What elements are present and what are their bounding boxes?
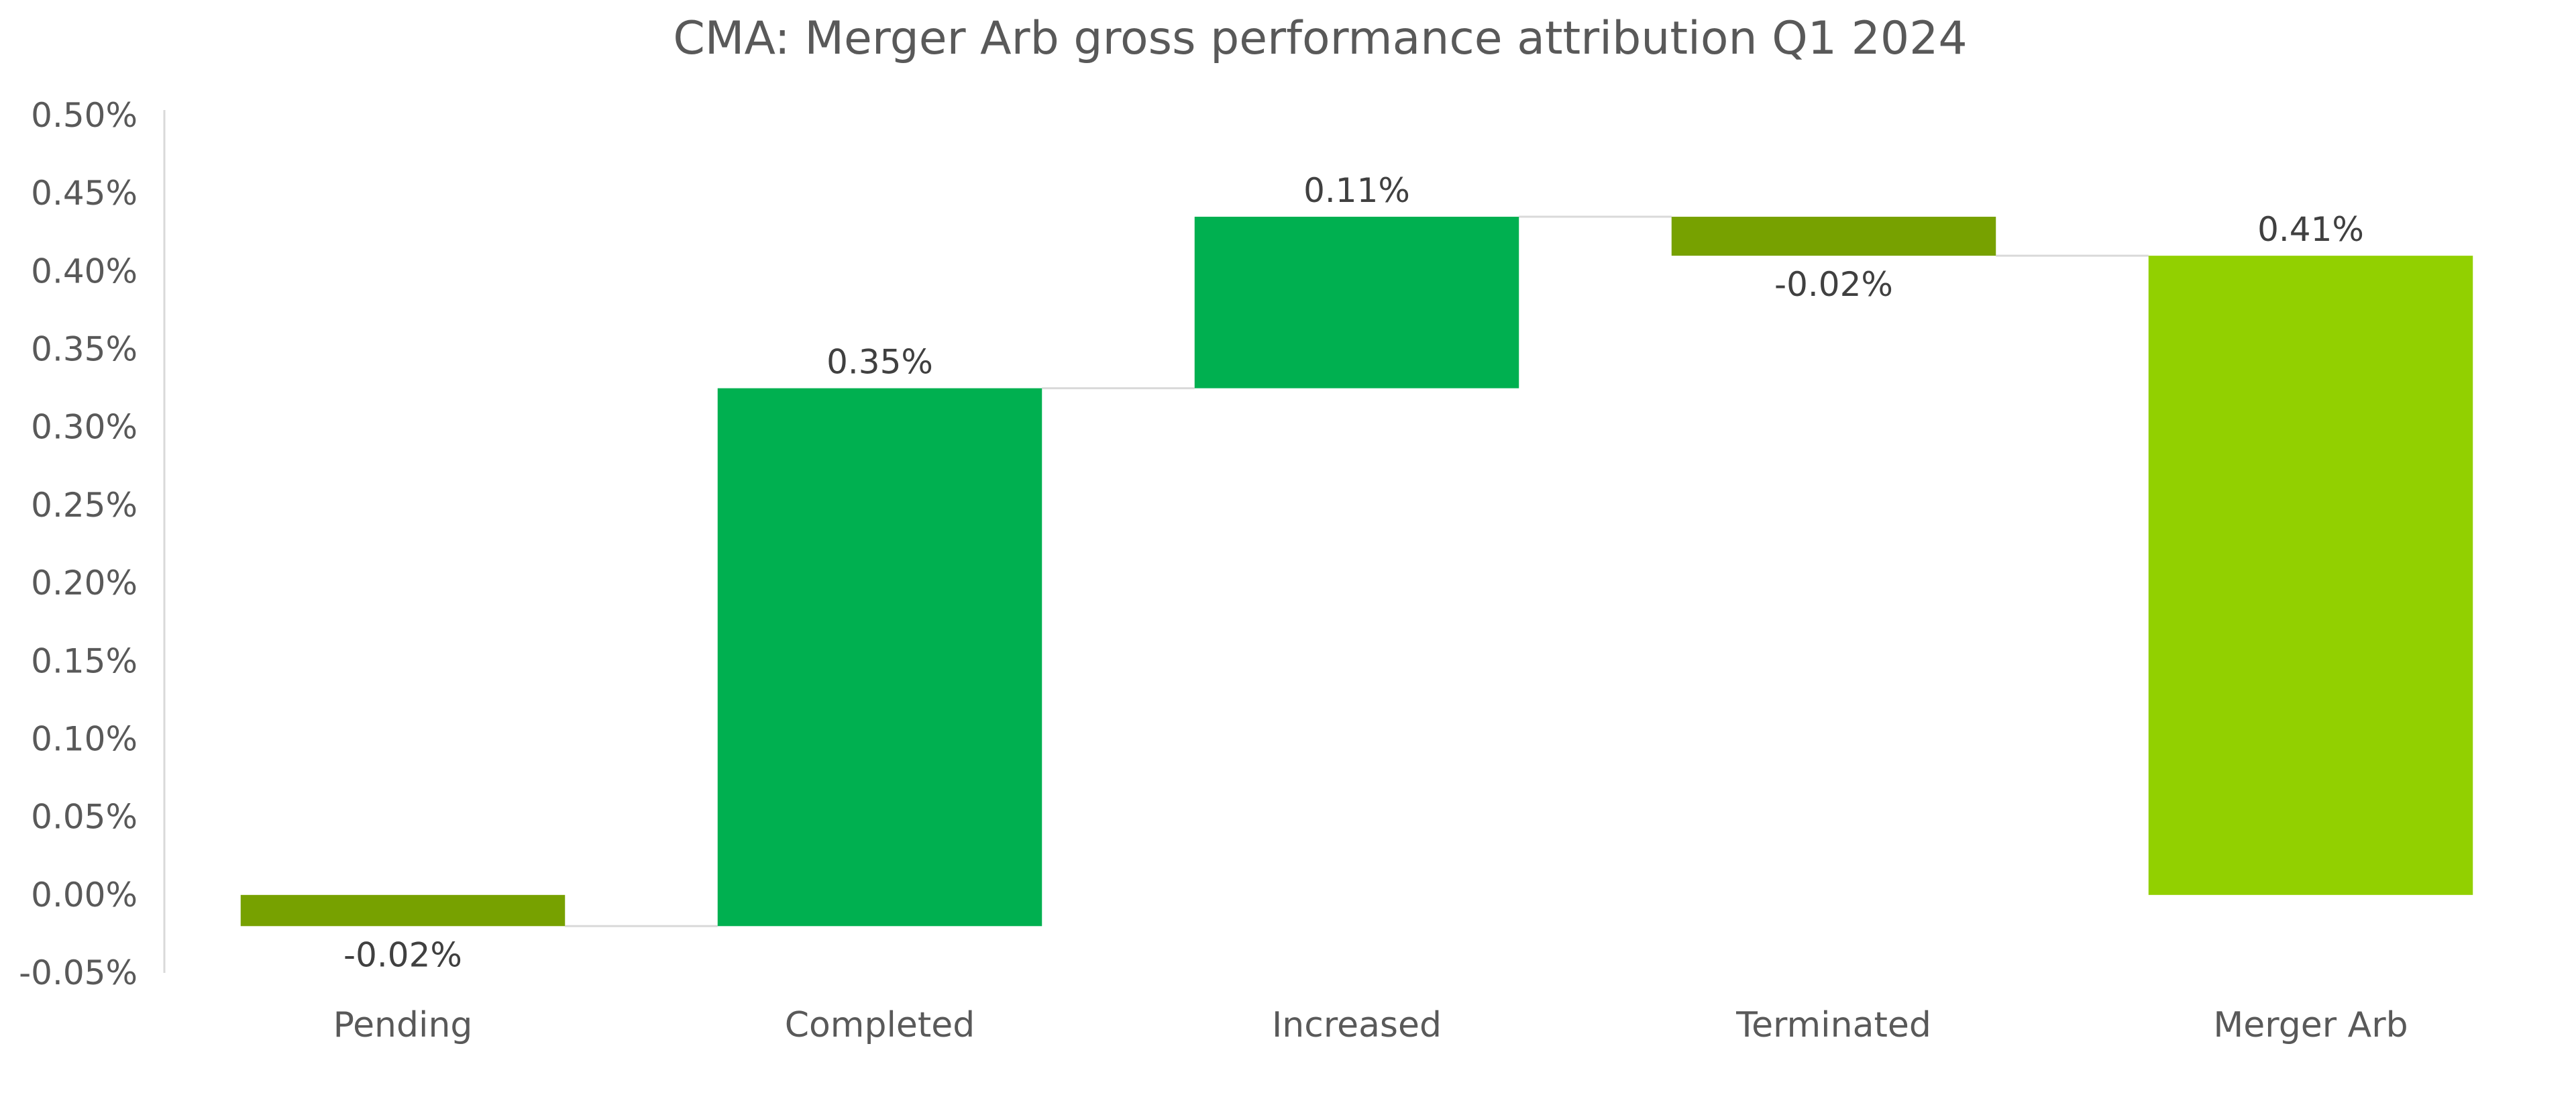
category-layer: Pending Completed Increased Terminated Merge… (333, 1005, 2408, 1045)
y-tick-label: 0.10% (31, 719, 138, 758)
chart-title: CMA: Merger Arb gross performance attrib… (673, 12, 1967, 65)
y-tick-label: 0.15% (31, 641, 138, 680)
y-tick-label: -0.05% (19, 953, 138, 992)
x-category-label: Pending (333, 1005, 473, 1045)
data-label: 0.41% (2257, 210, 2364, 249)
data-label: 0.35% (826, 343, 933, 382)
axis-layer: -0.05% 0.00% 0.05% 0.10% 0.15% 0.20% 0.25% 0.30… (19, 96, 166, 992)
bar-layer (240, 217, 2473, 927)
y-tick-label: 0.05% (31, 798, 138, 837)
y-tick-label: 0.40% (31, 252, 138, 291)
y-tick-label: 0.30% (31, 408, 138, 447)
bar-merger-arb (2148, 256, 2473, 895)
x-category-label: Increased (1272, 1005, 1442, 1045)
bar-increased (1194, 217, 1519, 388)
bar-pending (240, 894, 566, 927)
x-category-label: Merger Arb (2213, 1005, 2408, 1045)
y-tick-label: 0.35% (31, 330, 138, 369)
bar-terminated (1671, 217, 1996, 256)
y-tick-label: 0.20% (31, 564, 138, 603)
y-tick-label: 0.25% (31, 486, 138, 525)
y-tick-label: 0.50% (31, 96, 138, 135)
label-layer: -0.02% 0.35% 0.11% -0.02% 0.41% (343, 171, 2364, 974)
connector-layer (565, 215, 2149, 927)
data-label: -0.02% (1774, 265, 1893, 304)
data-label: -0.02% (343, 935, 462, 974)
y-tick-label: 0.00% (31, 876, 138, 915)
data-label: 0.11% (1303, 171, 1410, 210)
x-category-label: Terminated (1735, 1005, 1931, 1045)
x-category-label: Completed (785, 1005, 975, 1045)
y-tick-label: 0.45% (31, 174, 138, 213)
bar-completed (717, 388, 1042, 927)
